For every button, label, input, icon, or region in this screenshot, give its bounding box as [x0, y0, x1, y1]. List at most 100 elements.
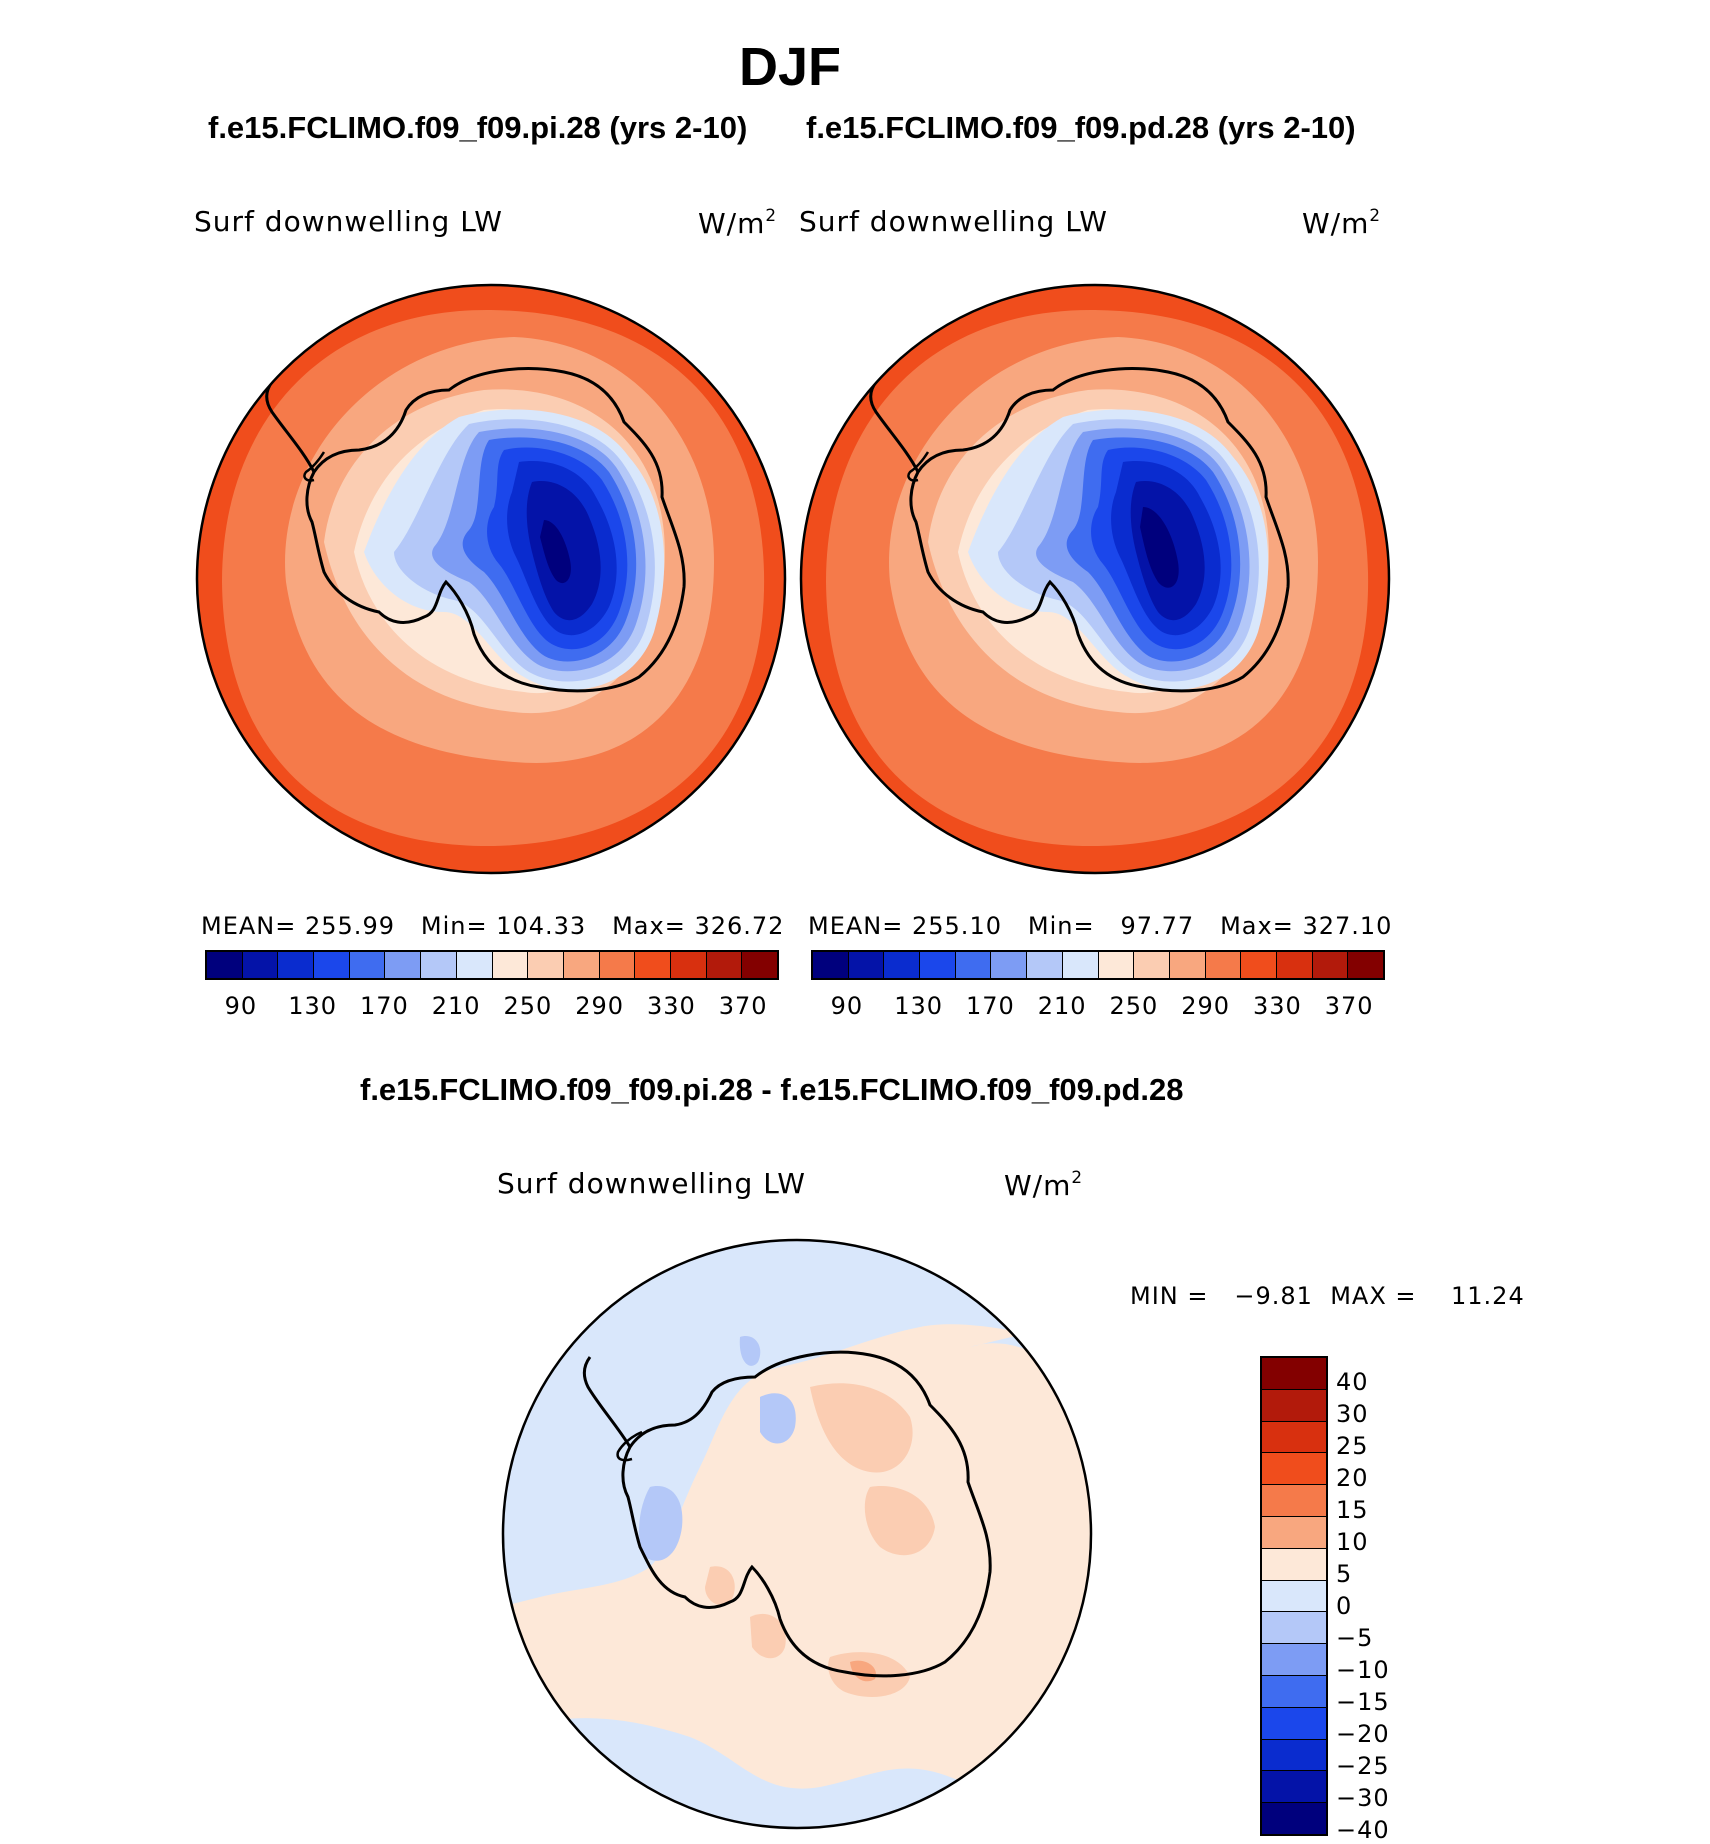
colorbar-swatch [1241, 952, 1277, 978]
right-mean-value: 255.10 [912, 912, 1002, 940]
colorbar-swatch [314, 952, 350, 978]
colorbar-tick-label: 20 [1336, 1463, 1369, 1492]
colorbar-tick-label: 10 [1336, 1527, 1369, 1556]
colorbar-swatch [1262, 1675, 1326, 1708]
colorbar-tick-label: 40 [1336, 1367, 1369, 1396]
colorbar-tick-label: 370 [718, 992, 768, 1020]
colorbar-tick-label: −15 [1336, 1687, 1390, 1716]
colorbar-tick-label: 170 [359, 992, 409, 1020]
colorbar-swatch [1262, 1548, 1326, 1581]
colorbar-swatch [242, 952, 279, 978]
colorbar-swatch [1312, 952, 1349, 978]
colorbar-swatch [456, 952, 493, 978]
colorbar-swatch [955, 952, 992, 978]
colorbar-swatch [385, 952, 422, 978]
colorbar-swatch [278, 952, 315, 978]
colorbar-tick-label: 130 [894, 992, 944, 1020]
right-panel-subtitle: f.e15.FCLIMO.f09_f09.pd.28 (yrs 2-10) [806, 110, 1356, 145]
right-stats: MEAN= 255.10 Min= 97.77 Max= 327.10 [808, 912, 1393, 940]
colorbar-swatch [1262, 1803, 1326, 1834]
colorbar-tick-label: −5 [1336, 1623, 1374, 1652]
colorbar-swatch [1262, 1707, 1326, 1740]
left-stats: MEAN= 255.99 Min= 104.33 Max= 326.72 [201, 912, 785, 940]
colorbar-tick-label: −30 [1336, 1783, 1390, 1812]
colorbar-tick-label: 25 [1336, 1431, 1369, 1460]
colorbar-swatch [1262, 1389, 1326, 1422]
colorbar-tick-label: 250 [1109, 992, 1159, 1020]
colorbar-swatch [884, 952, 921, 978]
colorbar-swatch [920, 952, 956, 978]
colorbar-tick-label: −25 [1336, 1751, 1390, 1780]
colorbar-tick-label: 5 [1336, 1559, 1353, 1588]
colorbar-tick-label: −40 [1336, 1815, 1390, 1844]
colorbar-swatch [1262, 1358, 1326, 1390]
colorbar-swatch [563, 952, 600, 978]
left-colorbar [205, 950, 779, 980]
colorbar-swatch [1134, 952, 1170, 978]
left-polar-map [195, 283, 787, 875]
colorbar-swatch [1169, 952, 1206, 978]
colorbar-swatch [207, 952, 243, 978]
colorbar-tick-label: 250 [503, 992, 553, 1020]
colorbar-swatch [742, 952, 777, 978]
colorbar-tick-label: −20 [1336, 1719, 1390, 1748]
colorbar-tick-label: 90 [830, 992, 864, 1020]
colorbar-swatch [492, 952, 529, 978]
colorbar-tick-label: 290 [1181, 992, 1231, 1020]
right-colorbar [811, 950, 1385, 980]
colorbar-swatch [813, 952, 849, 978]
colorbar-swatch [1262, 1580, 1326, 1613]
difference-subtitle: f.e15.FCLIMO.f09_f09.pi.28 - f.e15.FCLIM… [360, 1072, 1184, 1107]
colorbar-swatch [848, 952, 885, 978]
colorbar-tick-label: 90 [224, 992, 258, 1020]
colorbar-tick-label: 330 [646, 992, 696, 1020]
difference-min-max: MIN = −9.81 MAX = 11.24 [1130, 1282, 1525, 1310]
colorbar-swatch [1262, 1421, 1326, 1454]
right-min-value: 97.77 [1120, 912, 1195, 940]
colorbar-swatch [1205, 952, 1242, 978]
diff-units-label: W/m2 [1004, 1167, 1084, 1202]
colorbar-tick-label: 210 [1037, 992, 1087, 1020]
right-variable-label: Surf downwelling LW [799, 205, 1108, 238]
left-variable-label: Surf downwelling LW [194, 205, 503, 238]
diff-min-value: −9.81 [1234, 1282, 1313, 1310]
colorbar-swatch [1262, 1771, 1326, 1804]
colorbar-swatch [1262, 1516, 1326, 1549]
colorbar-tick-label: 130 [288, 992, 338, 1020]
colorbar-tick-label: 15 [1336, 1495, 1369, 1524]
colorbar-swatch [635, 952, 671, 978]
colorbar-swatch [528, 952, 564, 978]
left-min-value: 104.33 [496, 912, 587, 940]
colorbar-swatch [1262, 1739, 1326, 1772]
colorbar-swatch [1262, 1453, 1326, 1486]
colorbar-swatch [599, 952, 636, 978]
difference-colorbar [1260, 1356, 1328, 1836]
colorbar-swatch [1062, 952, 1099, 978]
colorbar-swatch [1262, 1485, 1326, 1517]
colorbar-swatch [421, 952, 457, 978]
diff-max-value: 11.24 [1451, 1282, 1525, 1310]
right-units-label: W/m2 [1302, 205, 1382, 240]
left-max-value: 326.72 [694, 912, 785, 940]
left-panel-subtitle: f.e15.FCLIMO.f09_f09.pi.28 (yrs 2-10) [208, 110, 748, 145]
figure-title: DJF [738, 37, 841, 97]
colorbar-tick-label: 170 [965, 992, 1015, 1020]
colorbar-swatch [1262, 1612, 1326, 1645]
colorbar-tick-label: −10 [1336, 1655, 1390, 1684]
colorbar-swatch [1027, 952, 1063, 978]
left-units-label: W/m2 [698, 205, 778, 240]
colorbar-swatch [1262, 1644, 1326, 1676]
colorbar-tick-label: 210 [431, 992, 481, 1020]
colorbar-tick-label: 370 [1324, 992, 1374, 1020]
right-polar-map [799, 283, 1391, 875]
colorbar-swatch [349, 952, 386, 978]
right-colorbar-labels: 90 130 170 210 250 290 330 370 [811, 992, 1385, 1022]
left-mean-value: 255.99 [305, 912, 395, 940]
colorbar-swatch [991, 952, 1028, 978]
colorbar-tick-label: 290 [575, 992, 625, 1020]
left-colorbar-labels: 90 130 170 210 250 290 330 370 [205, 992, 779, 1022]
colorbar-swatch [1276, 952, 1313, 978]
colorbar-swatch [706, 952, 743, 978]
difference-colorbar-labels: 40 30 25 20 15 10 5 0 −5 −10 −15 −20 −25 −30 −40 [1336, 1356, 1456, 1844]
right-max-value: 327.10 [1302, 912, 1393, 940]
